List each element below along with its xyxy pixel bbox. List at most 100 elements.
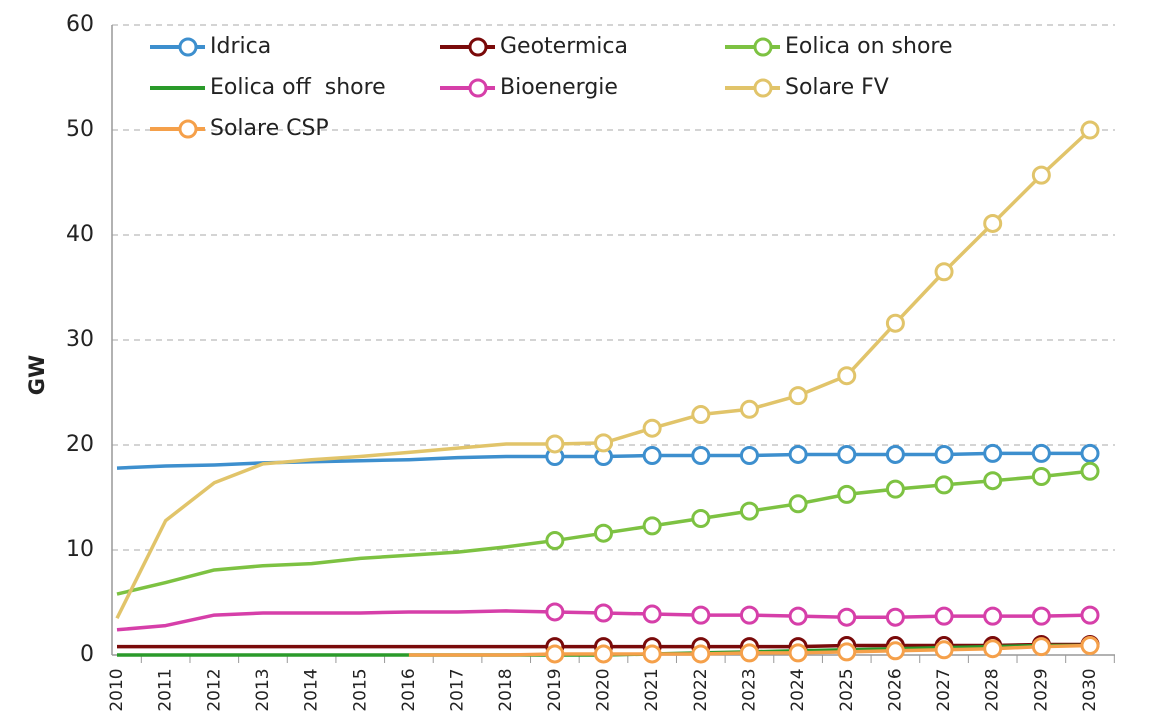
marker — [1031, 637, 1051, 657]
marker — [788, 643, 808, 663]
marker — [642, 418, 662, 438]
x-tick-label: 2013 — [253, 668, 273, 711]
y-tick-label: 0 — [80, 642, 94, 667]
legend-label: Geotermica — [500, 34, 628, 59]
marker — [739, 501, 759, 521]
x-tick-label: 2028 — [983, 668, 1003, 711]
y-tick-label: 20 — [66, 432, 94, 457]
marker — [691, 446, 711, 465]
legend-label: Bioenergie — [500, 75, 618, 100]
x-tick-label: 2016 — [399, 668, 419, 711]
y-axis-label: GW — [25, 355, 49, 395]
legend-marker — [178, 37, 198, 57]
marker — [739, 399, 759, 419]
marker — [885, 641, 905, 661]
marker — [837, 366, 857, 386]
x-tick-label: 2025 — [837, 668, 857, 711]
marker — [594, 523, 613, 543]
marker — [1080, 120, 1100, 140]
marker — [594, 603, 613, 623]
marker — [545, 644, 565, 664]
x-tick-label: 2015 — [350, 668, 370, 711]
marker — [983, 639, 1003, 659]
x-tick-label: 2024 — [788, 668, 808, 711]
marker — [983, 606, 1003, 626]
marker — [837, 607, 857, 627]
marker — [545, 602, 565, 622]
marker — [642, 516, 662, 536]
marker — [837, 484, 857, 504]
marker — [642, 446, 662, 465]
marker — [1080, 605, 1100, 625]
marker — [691, 405, 711, 425]
x-tick-label: 2010 — [107, 668, 127, 711]
series-line — [115, 128, 1092, 620]
marker — [934, 444, 954, 464]
legend-label: Eolica off shore — [210, 75, 386, 100]
x-tick-label: 2029 — [1031, 668, 1051, 711]
marker — [739, 446, 759, 465]
y-tick-label: 10 — [66, 537, 94, 562]
marker — [934, 606, 954, 626]
legend-marker — [468, 78, 488, 98]
legend-label: Solare CSP — [210, 116, 329, 141]
marker — [788, 444, 808, 464]
marker — [545, 531, 565, 551]
legend-marker — [178, 119, 198, 139]
y-tick-label: 40 — [66, 222, 94, 247]
x-tick-label: 2022 — [691, 668, 711, 711]
marker — [934, 640, 954, 660]
legend-marker — [753, 37, 773, 57]
legend-label: Idrica — [210, 34, 271, 59]
marker — [739, 643, 759, 663]
y-tick-label: 60 — [66, 12, 94, 37]
y-tick-label: 30 — [66, 327, 94, 352]
marker — [594, 644, 613, 664]
marker — [1080, 461, 1100, 481]
marker — [691, 509, 711, 528]
legend-label: Eolica on shore — [785, 34, 953, 59]
marker — [788, 606, 808, 626]
marker — [1031, 606, 1051, 626]
marker — [691, 605, 711, 625]
marker — [885, 313, 905, 333]
x-tick-label: 2023 — [739, 668, 759, 711]
marker — [1031, 467, 1051, 486]
marker — [642, 644, 662, 664]
x-tick-label: 2020 — [594, 668, 614, 711]
marker — [642, 604, 662, 624]
marker — [983, 213, 1003, 233]
marker — [983, 471, 1003, 491]
legend-label: Solare FV — [785, 75, 889, 100]
marker — [837, 444, 857, 464]
marker — [594, 433, 613, 453]
y-tick-label: 50 — [66, 117, 94, 142]
x-tick-label: 2019 — [545, 668, 565, 711]
marker — [1080, 443, 1100, 463]
marker — [983, 443, 1003, 463]
legend-marker — [468, 37, 488, 57]
x-tick-label: 2030 — [1080, 668, 1100, 711]
marker — [1031, 443, 1051, 463]
marker — [1031, 165, 1051, 185]
x-tick-label: 2017 — [448, 668, 468, 711]
marker — [885, 444, 905, 464]
marker — [691, 644, 711, 664]
legend-marker — [753, 78, 773, 98]
marker — [788, 386, 808, 406]
marker — [885, 479, 905, 499]
marker — [1080, 636, 1100, 656]
x-tick-label: 2021 — [642, 668, 662, 711]
marker — [837, 642, 857, 662]
marker — [934, 475, 954, 495]
x-tick-label: 2018 — [496, 668, 516, 711]
x-tick-label: 2027 — [934, 668, 954, 711]
marker — [934, 262, 954, 282]
marker — [739, 605, 759, 625]
marker — [788, 494, 808, 514]
x-tick-label: 2011 — [156, 668, 176, 711]
marker — [885, 607, 905, 627]
x-tick-label: 2014 — [302, 668, 322, 711]
marker — [545, 434, 565, 454]
